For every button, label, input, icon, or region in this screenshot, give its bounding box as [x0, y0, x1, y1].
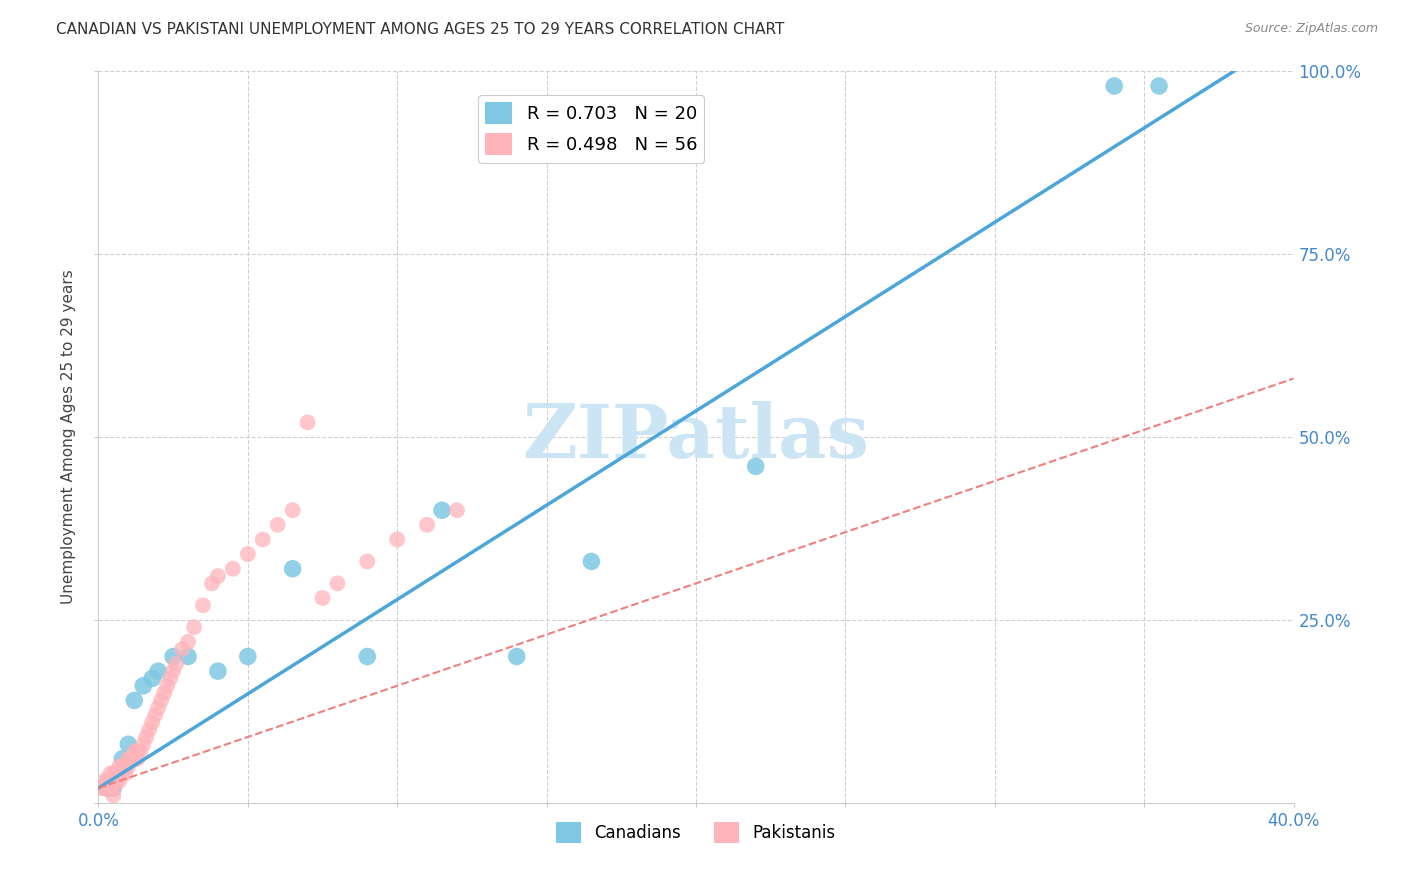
Point: [150, 693, 173, 707]
Point: [98, 766, 122, 780]
Point: [356, 554, 378, 568]
Point: [141, 715, 163, 730]
Point: [117, 737, 139, 751]
Point: [177, 635, 200, 649]
Point: [446, 503, 468, 517]
Point: [581, 554, 603, 568]
Text: ZIPatlas: ZIPatlas: [523, 401, 869, 474]
Point: [267, 517, 290, 532]
Point: [132, 679, 155, 693]
Legend: Canadians, Pakistanis: Canadians, Pakistanis: [550, 815, 842, 849]
Point: [172, 642, 194, 657]
Point: [132, 737, 155, 751]
Point: [96, 773, 118, 788]
Text: Source: ZipAtlas.com: Source: ZipAtlas.com: [1244, 22, 1378, 36]
Point: [111, 766, 134, 780]
Point: [281, 562, 304, 576]
Point: [105, 766, 128, 780]
Point: [326, 576, 349, 591]
Point: [96, 781, 118, 796]
Point: [138, 723, 160, 737]
Point: [162, 649, 184, 664]
Point: [114, 759, 136, 773]
Point: [297, 416, 319, 430]
Point: [117, 752, 139, 766]
Point: [124, 693, 146, 707]
Point: [103, 781, 125, 796]
Point: [141, 672, 163, 686]
Point: [207, 569, 229, 583]
Point: [281, 503, 304, 517]
Point: [385, 533, 409, 547]
Point: [148, 664, 170, 678]
Point: [236, 547, 259, 561]
Point: [207, 664, 229, 678]
Point: [93, 781, 115, 796]
Point: [153, 686, 176, 700]
Point: [191, 599, 214, 613]
Point: [222, 562, 245, 576]
Point: [127, 752, 149, 766]
Point: [96, 781, 118, 796]
Point: [1147, 78, 1170, 93]
Point: [745, 459, 768, 474]
Point: [1104, 78, 1126, 93]
Point: [114, 766, 136, 780]
Point: [506, 649, 529, 664]
Point: [183, 620, 205, 634]
Point: [430, 503, 453, 517]
Point: [236, 649, 259, 664]
Point: [103, 766, 125, 780]
Point: [148, 700, 170, 714]
Point: [90, 781, 112, 796]
Point: [98, 781, 122, 796]
Y-axis label: Unemployment Among Ages 25 to 29 years: Unemployment Among Ages 25 to 29 years: [60, 269, 76, 605]
Point: [159, 672, 181, 686]
Point: [356, 649, 378, 664]
Point: [129, 745, 152, 759]
Point: [165, 657, 187, 671]
Point: [111, 759, 134, 773]
Point: [111, 752, 134, 766]
Point: [103, 773, 125, 788]
Text: CANADIAN VS PAKISTANI UNEMPLOYMENT AMONG AGES 25 TO 29 YEARS CORRELATION CHART: CANADIAN VS PAKISTANI UNEMPLOYMENT AMONG…: [56, 22, 785, 37]
Point: [105, 773, 128, 788]
Point: [103, 789, 125, 803]
Point: [108, 759, 131, 773]
Point: [143, 708, 166, 723]
Point: [177, 649, 200, 664]
Point: [108, 773, 131, 788]
Point: [93, 773, 115, 788]
Point: [162, 664, 184, 678]
Point: [117, 759, 139, 773]
Point: [252, 533, 274, 547]
Point: [311, 591, 333, 605]
Point: [156, 679, 179, 693]
Point: [127, 745, 149, 759]
Point: [120, 752, 142, 766]
Point: [103, 781, 125, 796]
Point: [135, 730, 157, 744]
Point: [416, 517, 439, 532]
Point: [201, 576, 224, 591]
Point: [124, 745, 146, 759]
